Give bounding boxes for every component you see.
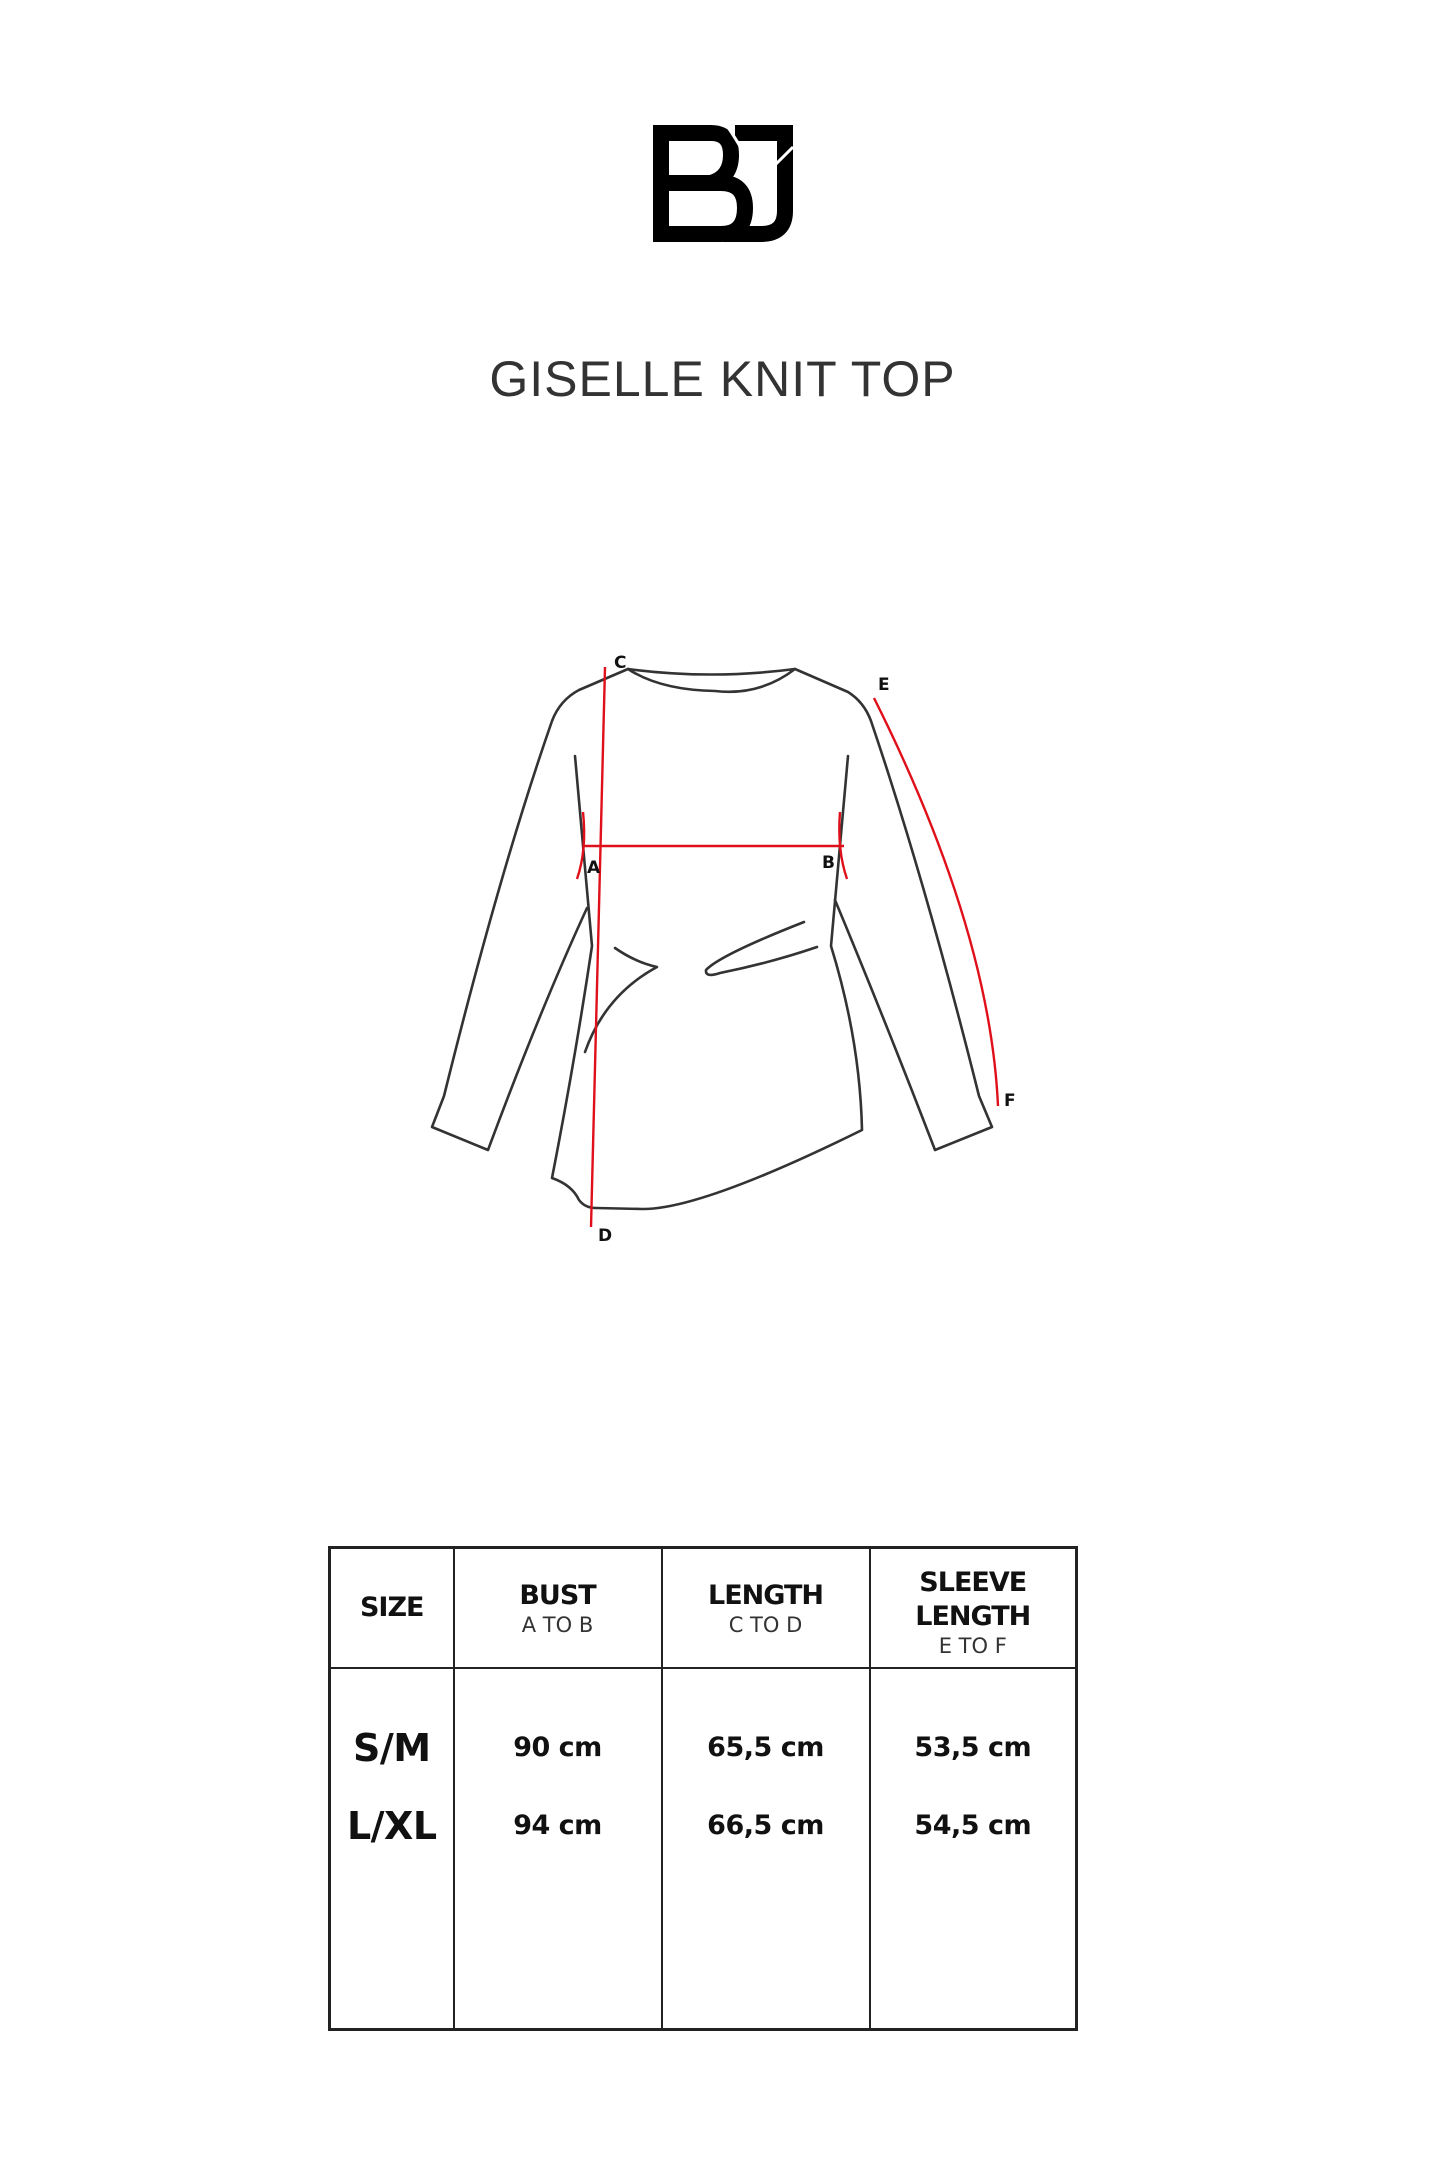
length-measure-line <box>589 666 607 1228</box>
header-sleeve-length: SLEEVE LENGTH E TO F <box>868 1546 1078 1669</box>
bust-column: 90 cm 94 cm <box>452 1667 663 2031</box>
label-a: A <box>587 858 601 878</box>
bust-arc-b <box>838 811 849 880</box>
size-chart-table: SIZE BUST A TO B LENGTH C TO D SLEEVE LENG… <box>328 1546 1078 2031</box>
label-b: B <box>822 853 835 873</box>
length-column: 65,5 cm 66,5 cm <box>660 1667 871 2031</box>
body-outline <box>550 754 864 1211</box>
label-d: D <box>598 1226 612 1246</box>
header-size: SIZE <box>328 1546 455 1669</box>
header-length: LENGTH C TO D <box>660 1546 871 1669</box>
label-f: F <box>1004 1091 1016 1111</box>
label-c: C <box>614 653 626 673</box>
size-column: S/M L/XL <box>328 1667 455 2031</box>
garment-diagram: C E A B F D <box>430 653 1016 1246</box>
product-title: GISELLE KNIT TOP <box>489 351 956 407</box>
label-e: E <box>878 675 890 695</box>
left-fold <box>583 946 659 1054</box>
header-bust: BUST A TO B <box>452 1546 663 1669</box>
right-sleeve-outline <box>793 667 994 1152</box>
brand-logo <box>653 125 793 242</box>
left-sleeve-outline <box>430 667 630 1152</box>
table-body-row: S/M L/XL 90 cm 94 cm 65,5 cm 66,5 cm 53,… <box>328 1667 1078 2031</box>
right-fold <box>704 920 819 977</box>
bust-arc-a <box>575 811 586 880</box>
neckline <box>626 667 797 694</box>
sleeve-measure-line <box>872 697 1000 1107</box>
sleeve-column: 53,5 cm 54,5 cm <box>868 1667 1078 2031</box>
table-header-row: SIZE BUST A TO B LENGTH C TO D SLEEVE LENG… <box>328 1546 1078 1669</box>
